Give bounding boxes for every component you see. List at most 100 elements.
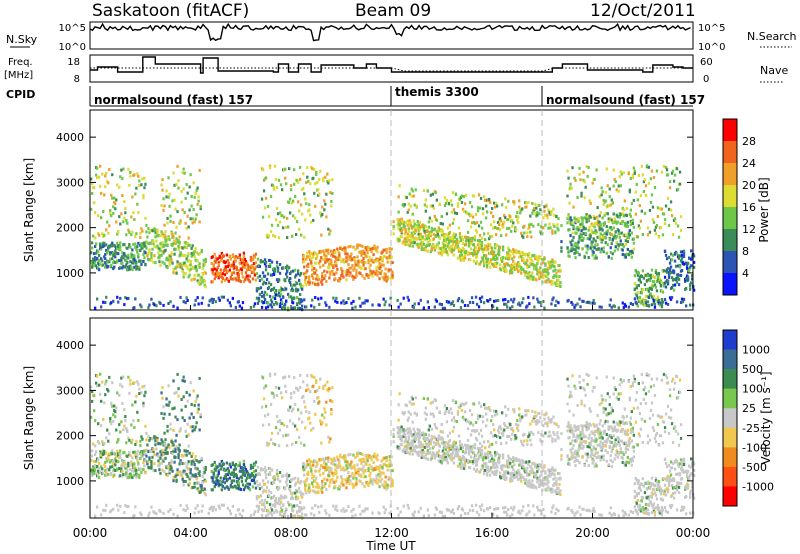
power-cell: [528, 225, 531, 229]
velocity-cell: [119, 504, 122, 508]
power-cell: [147, 252, 150, 256]
power-cell: [579, 238, 582, 242]
power-cell: [602, 223, 605, 227]
power-cell: [531, 259, 534, 263]
velocity-cell: [145, 454, 148, 458]
power-cell: [413, 226, 416, 230]
velocity-cell: [258, 482, 262, 486]
power-cell: [114, 207, 117, 211]
power-cell: [184, 196, 187, 200]
velocity-cell: [114, 463, 117, 467]
velocity-cell: [264, 468, 268, 472]
power-cell: [423, 203, 426, 207]
power-cell: [665, 168, 669, 172]
power-cell: [274, 218, 278, 222]
velocity-cell: [153, 511, 156, 515]
power-cell: [431, 204, 434, 208]
velocity-cell: [296, 428, 299, 432]
power-cell: [651, 284, 655, 288]
power-cell: [475, 302, 479, 306]
velocity-cell: [260, 405, 264, 409]
velocity-cell: [154, 469, 157, 473]
power-cell: [224, 267, 227, 271]
power-cell: [454, 192, 458, 196]
velocity-cell: [221, 485, 224, 488]
power-cell: [510, 229, 513, 233]
power-cell: [521, 207, 524, 211]
power-cell: [303, 254, 306, 258]
power-cell: [90, 177, 93, 181]
power-cell: [432, 206, 435, 210]
power-cell: [140, 262, 143, 266]
velocity-cell: [278, 502, 282, 506]
power-cell: [536, 272, 539, 276]
velocity-cell: [278, 479, 282, 483]
power-cell: [402, 226, 405, 230]
power-cell: [238, 255, 241, 259]
power-cell: [337, 258, 340, 261]
velocity-cell: [133, 426, 136, 429]
velocity-cell: [268, 467, 272, 470]
power-cell: [274, 291, 278, 295]
power-cell: [610, 256, 613, 260]
velocity-cell: [173, 391, 176, 395]
power-cell: [671, 169, 675, 173]
power-cell: [303, 272, 306, 276]
power-cell: [350, 266, 353, 270]
power-cell: [527, 295, 530, 299]
power-cell: [180, 266, 183, 269]
power-cell: [470, 205, 474, 209]
velocity-cell: [256, 484, 260, 487]
power-cell: [647, 165, 651, 169]
power-cell: [664, 285, 668, 289]
power-cell: [103, 241, 106, 245]
power-cell: [192, 208, 195, 211]
power-cell: [475, 260, 479, 264]
power-cell: [668, 267, 672, 271]
power-cell: [532, 296, 535, 300]
power-cell: [219, 259, 222, 263]
power-cell: [651, 218, 655, 222]
power-cell: [657, 271, 661, 275]
power-cell: [486, 244, 489, 248]
velocity-cell: [154, 436, 157, 440]
power-cell: [102, 210, 105, 213]
power-cell: [183, 261, 186, 265]
power-cell: [674, 264, 678, 268]
power-cell: [305, 257, 308, 261]
power-cell: [538, 277, 541, 280]
power-cell: [546, 216, 549, 220]
velocity-cell: [141, 385, 144, 389]
power-cell: [292, 214, 295, 218]
velocity-cell: [268, 502, 272, 506]
power-cell: [421, 225, 424, 229]
velocity-cell: [220, 464, 223, 468]
power-cell: [607, 217, 610, 221]
power-cell: [448, 223, 452, 227]
power-cell: [298, 297, 301, 301]
power-cell: [251, 277, 255, 281]
power-cell: [638, 204, 641, 208]
power-cell: [638, 295, 641, 299]
power-cell: [284, 167, 287, 171]
power-cell: [646, 272, 650, 276]
power-cell: [618, 231, 621, 235]
power-cell: [229, 275, 232, 279]
power-cell: [573, 176, 576, 180]
power-cell: [136, 245, 139, 249]
velocity-cell: [138, 475, 141, 479]
velocity-cell: [330, 467, 333, 471]
power-cell: [268, 294, 272, 298]
velocity-cell: [162, 416, 165, 420]
power-cell: [581, 247, 584, 251]
velocity-cell: [305, 479, 308, 482]
power-cell: [330, 259, 333, 263]
power-cell: [273, 235, 277, 238]
power-cell: [281, 188, 284, 192]
power-cell: [649, 201, 653, 204]
velocity-cell: [159, 442, 162, 446]
velocity-cell: [313, 399, 316, 403]
power-cell: [604, 199, 607, 203]
velocity-cell: [289, 489, 292, 493]
power-cell: [539, 230, 542, 234]
